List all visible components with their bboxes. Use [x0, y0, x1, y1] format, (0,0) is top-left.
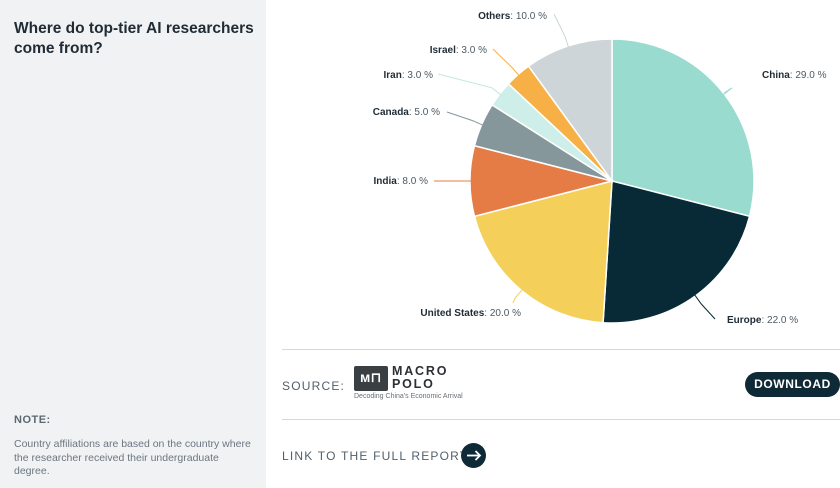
pie-chart-svg: China: 29.0 % Europe: 22.0 % United States…	[373, 11, 827, 326]
leader-line	[553, 13, 570, 49]
data-label: United States: 20.0 %	[420, 308, 521, 319]
note-label: NOTE:	[14, 414, 51, 426]
note-text: Country affiliations are based on the co…	[14, 438, 251, 477]
leader-line	[693, 294, 716, 320]
download-button[interactable]: DOWNLOAD	[745, 372, 840, 397]
data-label: Iran: 3.0 %	[384, 70, 434, 81]
data-label: Israel: 3.0 %	[430, 45, 487, 56]
leader-line	[492, 48, 520, 77]
leader-line	[437, 73, 502, 96]
sidebar: Where do top-tier AI researchers come fr…	[0, 0, 266, 488]
data-label: Canada: 5.0 %	[373, 107, 440, 118]
logo-word-polo: POLO	[392, 377, 435, 391]
divider-top	[282, 349, 840, 350]
macropolo-logo[interactable]: ᴍ⊓ MACRO POLO Decoding China's Economic …	[354, 364, 484, 402]
data-label: Others: 10.0 %	[478, 11, 547, 22]
chart-title: Where do top-tier AI researchers come fr…	[14, 20, 254, 57]
logo-word-macro: MACRO	[392, 364, 449, 378]
leader-line	[722, 87, 733, 96]
leader-line	[512, 288, 524, 304]
source-label: SOURCE:	[282, 379, 346, 393]
leader-line	[446, 111, 484, 126]
data-label: Europe: 22.0 %	[727, 315, 798, 326]
data-label: China: 29.0 %	[762, 70, 827, 81]
pie-chart: China: 29.0 % Europe: 22.0 % United States…	[266, 0, 840, 345]
logo-tagline: Decoding China's Economic Arrival	[354, 393, 463, 400]
macropolo-logo-icon: ᴍ⊓	[354, 366, 388, 391]
full-report-link[interactable]: LINK TO THE FULL REPORT	[282, 449, 469, 463]
arrow-right-icon[interactable]	[461, 443, 486, 468]
divider-bottom	[282, 419, 840, 420]
data-label: India: 8.0 %	[374, 176, 429, 187]
